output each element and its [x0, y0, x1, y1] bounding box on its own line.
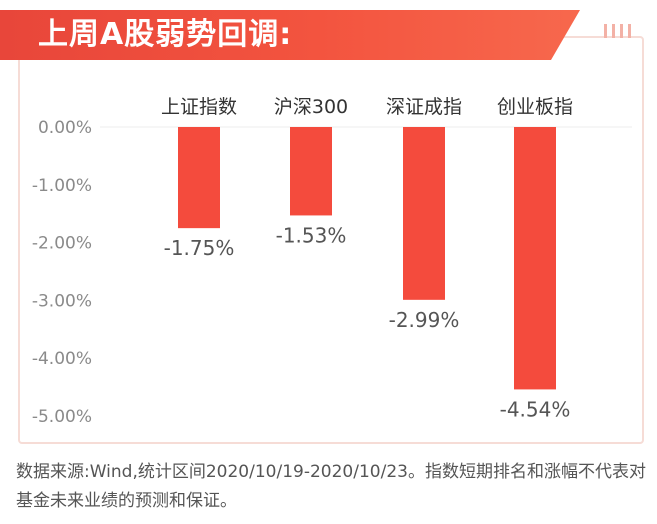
value-label: -2.99%: [389, 308, 460, 332]
y-tick-label: 0.00%: [38, 118, 92, 138]
decorative-stripes-icon: [604, 20, 638, 38]
category-label: 沪深300: [274, 96, 348, 118]
value-label: -4.54%: [500, 397, 571, 421]
source-footnote: 数据来源:Wind,统计区间2020/10/19-2020/10/23。指数短期…: [16, 462, 646, 511]
category-label: 创业板指: [497, 96, 573, 118]
bar: [514, 127, 556, 390]
y-tick-label: -2.00%: [32, 234, 92, 254]
title-banner: [0, 10, 580, 60]
y-tick-label: -5.00%: [32, 407, 92, 427]
category-label: 上证指数: [161, 96, 237, 118]
bar: [290, 127, 332, 216]
y-tick-label: -3.00%: [32, 291, 92, 311]
y-tick-label: -1.00%: [32, 176, 92, 196]
bar: [178, 127, 220, 229]
category-label: 深证成指: [386, 96, 462, 118]
chart-title: 上周A股弱势回调:: [38, 17, 293, 52]
value-label: -1.53%: [276, 223, 347, 247]
value-label: -1.75%: [164, 236, 235, 260]
bar: [403, 127, 445, 300]
y-tick-label: -4.00%: [32, 349, 92, 369]
